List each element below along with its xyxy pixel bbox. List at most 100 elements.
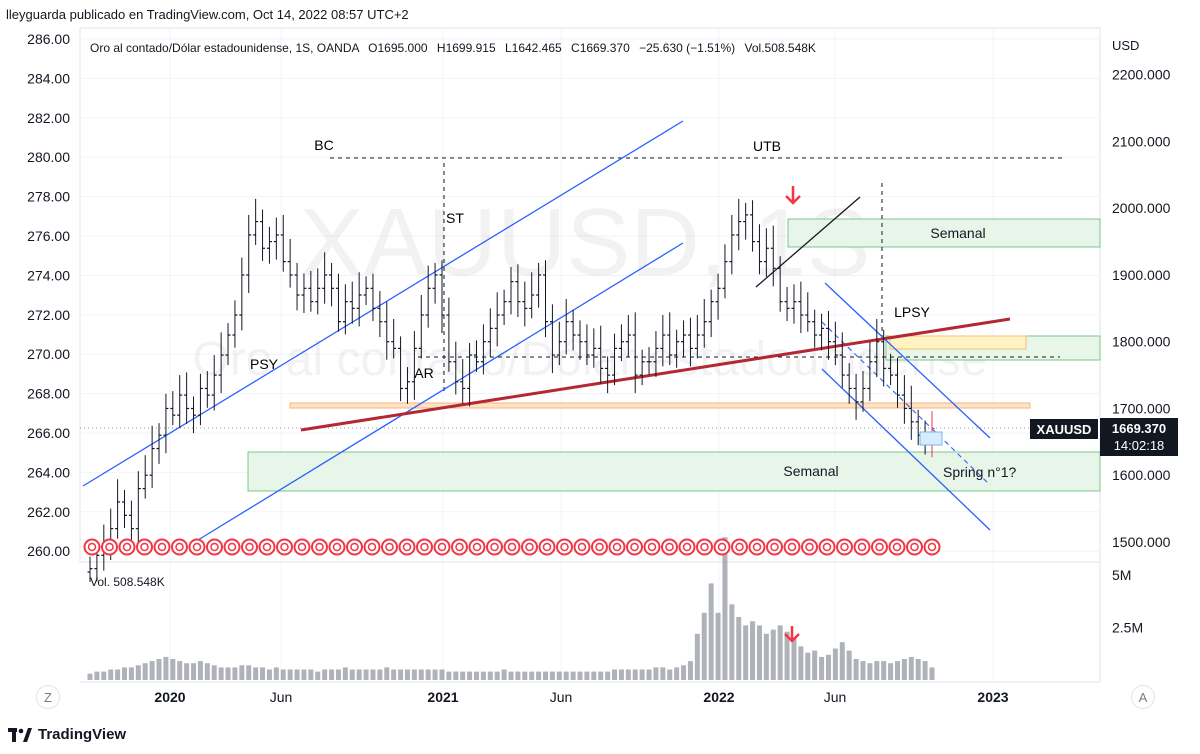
event-marker[interactable] [556,538,573,556]
event-marker[interactable] [801,538,818,556]
event-marker[interactable] [766,538,783,556]
event-marker[interactable] [276,538,293,556]
event-marker[interactable] [661,538,678,556]
volume-bar [846,650,852,680]
event-marker[interactable] [836,538,853,556]
volume-bar [839,642,845,680]
event-marker[interactable] [398,538,416,556]
event-marker-inner [420,542,429,552]
event-marker[interactable] [451,538,468,556]
volume-bar [197,661,203,680]
event-marker[interactable] [923,538,941,556]
event-marker-inner [385,542,394,552]
event-marker[interactable] [853,538,871,556]
time-axis[interactable]: 2020 Jun 2021 Jun 2022 Jun 2023 [154,689,1008,705]
event-marker[interactable] [381,538,398,556]
event-marker[interactable] [346,538,363,556]
event-marker[interactable] [311,538,328,556]
event-marker[interactable] [573,538,591,556]
price-tag[interactable]: XAUUSD 1669.370 14:02:18 [1030,418,1178,456]
event-marker[interactable] [678,538,696,556]
event-marker[interactable] [608,538,626,556]
event-marker[interactable] [643,538,661,556]
event-marker-inner [927,542,937,552]
event-marker[interactable] [363,538,381,556]
event-marker[interactable] [871,538,888,556]
volume-bar [819,656,825,680]
auto-scale-button[interactable]: A [1131,685,1155,709]
volume-bar [473,671,479,680]
event-marker[interactable] [416,538,433,556]
event-marker[interactable] [258,538,276,556]
channel-upper-line[interactable] [82,120,684,487]
volume-axis-tick: 5M [1112,567,1131,583]
down-channel-lower[interactable] [821,368,991,531]
down-channel-upper[interactable] [824,282,991,439]
volume-bar [322,669,328,680]
event-marker[interactable] [83,538,101,556]
timezone-button[interactable]: Z [36,685,60,709]
channel-lower-line[interactable] [197,242,684,541]
event-marker[interactable] [731,538,748,556]
event-marker[interactable] [433,538,451,556]
volume-bar [149,661,155,680]
event-marker[interactable] [188,538,206,556]
event-marker[interactable] [206,538,223,556]
volume-bar [784,631,790,680]
event-marker[interactable] [626,538,643,556]
event-marker[interactable] [888,538,906,556]
event-marker[interactable] [906,538,923,556]
event-marker[interactable] [818,538,836,556]
right-axis-tick: 1800.000 [1112,334,1171,350]
event-marker[interactable] [591,538,608,556]
event-marker[interactable] [101,538,118,556]
volume-bar [156,659,162,680]
event-marker-inner [822,542,832,552]
event-marker[interactable] [748,538,766,556]
event-marker-inner [805,542,814,552]
volume-bar [391,669,397,680]
zone-semanal-upper[interactable] [787,218,1101,248]
volume-bar [694,633,700,680]
event-marker[interactable] [486,538,503,556]
left-axis[interactable]: 286.00 284.00 282.00 280.00 278.00 276.00 274.… [27,31,70,559]
right-axis-tick: 2100.000 [1112,133,1171,149]
event-marker[interactable] [241,538,258,556]
event-marker[interactable] [503,538,521,556]
event-marker-inner [192,542,202,552]
event-marker[interactable] [696,538,713,556]
event-marker[interactable] [118,538,136,556]
event-marker[interactable] [713,538,731,556]
event-marker[interactable] [468,538,486,556]
volume-bar [87,673,93,680]
left-axis-tick: 266.00 [27,425,70,441]
orange-band[interactable] [289,402,1031,409]
volume-bar [832,648,838,680]
event-markers[interactable] [83,538,941,556]
zone-semanal-lower[interactable] [247,451,1101,492]
event-marker[interactable] [783,538,801,556]
event-marker[interactable] [136,538,153,556]
zone-lpsy-yellow[interactable] [889,335,1027,350]
volume-bar [874,661,880,680]
event-marker[interactable] [521,538,538,556]
left-axis-tick: 280.00 [27,149,70,165]
right-axis[interactable]: 2200.000 2100.000 2000.000 1900.000 1800.000… [1112,67,1171,550]
volume-bar [329,669,335,680]
volume-bar [715,612,721,680]
event-marker[interactable] [293,538,311,556]
tradingview-logo[interactable]: TradingView [8,726,126,743]
volume-axis[interactable]: 5M 2.5M [1112,567,1143,636]
down-channel-mid[interactable] [821,321,991,486]
time-axis-tick: 2021 [427,689,458,705]
event-marker[interactable] [171,538,188,556]
volume-bar [122,667,128,680]
volume-bars [87,537,935,680]
volume-bar [411,669,417,680]
event-marker[interactable] [153,538,171,556]
event-marker[interactable] [328,538,346,556]
event-marker[interactable] [538,538,556,556]
volume-bar [674,667,680,680]
event-marker[interactable] [223,538,241,556]
